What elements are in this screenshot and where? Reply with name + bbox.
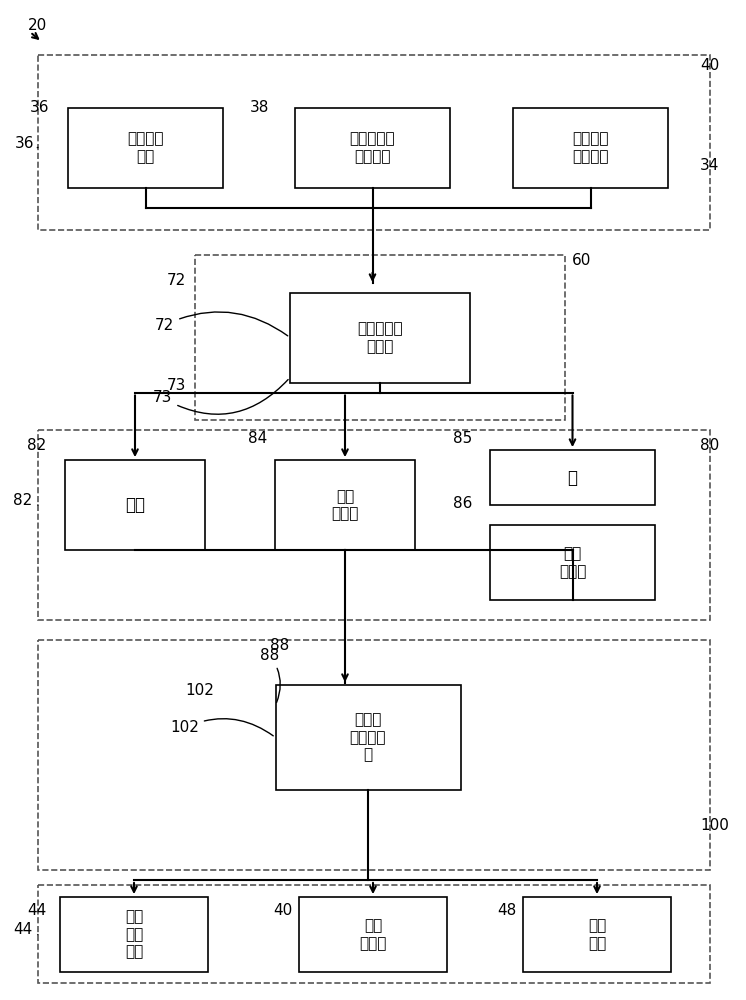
Text: 超级
电容器: 超级 电容器 bbox=[331, 489, 359, 521]
Text: 102: 102 bbox=[185, 683, 214, 698]
Text: 102: 102 bbox=[170, 719, 273, 736]
Text: 发动机排放
系统输出: 发动机排放 系统输出 bbox=[350, 131, 395, 164]
FancyBboxPatch shape bbox=[490, 525, 655, 600]
Text: 44: 44 bbox=[27, 903, 46, 918]
Text: 88: 88 bbox=[270, 638, 289, 653]
Text: 环境控制
系统排气: 环境控制 系统排气 bbox=[572, 131, 609, 164]
Text: 80: 80 bbox=[700, 438, 719, 453]
FancyBboxPatch shape bbox=[275, 685, 460, 790]
Text: 72: 72 bbox=[167, 273, 186, 288]
Text: 防冰系统
排气: 防冰系统 排气 bbox=[128, 131, 164, 164]
Text: 48: 48 bbox=[497, 903, 516, 918]
FancyBboxPatch shape bbox=[513, 107, 668, 188]
FancyBboxPatch shape bbox=[295, 107, 450, 188]
Text: 100: 100 bbox=[700, 818, 729, 833]
Text: 82: 82 bbox=[13, 493, 38, 508]
Text: 73: 73 bbox=[167, 378, 186, 393]
FancyBboxPatch shape bbox=[60, 897, 208, 972]
FancyBboxPatch shape bbox=[65, 460, 205, 550]
Text: 电池: 电池 bbox=[125, 496, 145, 514]
FancyBboxPatch shape bbox=[290, 292, 470, 382]
Text: 36: 36 bbox=[30, 100, 49, 115]
FancyBboxPatch shape bbox=[275, 460, 415, 550]
Text: 38: 38 bbox=[250, 100, 269, 115]
Text: 40: 40 bbox=[273, 903, 292, 918]
Text: 86: 86 bbox=[453, 496, 472, 511]
Text: 73: 73 bbox=[153, 380, 288, 414]
Text: 20: 20 bbox=[28, 18, 47, 33]
Text: 60: 60 bbox=[572, 253, 592, 268]
FancyBboxPatch shape bbox=[68, 107, 223, 188]
Text: 82: 82 bbox=[27, 438, 46, 453]
Text: 72: 72 bbox=[155, 312, 288, 336]
FancyBboxPatch shape bbox=[299, 897, 447, 972]
FancyBboxPatch shape bbox=[490, 450, 655, 505]
Text: 84: 84 bbox=[248, 431, 267, 446]
Text: 泵: 泵 bbox=[568, 468, 577, 487]
Text: 85: 85 bbox=[453, 431, 472, 446]
Text: 推力
反向器: 推力 反向器 bbox=[360, 918, 386, 951]
FancyBboxPatch shape bbox=[523, 897, 671, 972]
Text: 44: 44 bbox=[13, 922, 38, 938]
Text: 34: 34 bbox=[700, 158, 719, 173]
Text: 88: 88 bbox=[260, 648, 280, 702]
Text: 涅轮驱动的
发电机: 涅轮驱动的 发电机 bbox=[357, 321, 403, 354]
Text: 马达，
促动器，
泵: 马达， 促动器， 泵 bbox=[350, 713, 386, 762]
Text: 操纵
系统: 操纵 系统 bbox=[588, 918, 606, 951]
Text: 液压
蓄能器: 液压 蓄能器 bbox=[559, 546, 586, 579]
Text: 可变
面积
嘴嘴: 可变 面积 嘴嘴 bbox=[125, 910, 143, 959]
Text: 36: 36 bbox=[15, 135, 38, 150]
Text: 40: 40 bbox=[700, 58, 719, 73]
